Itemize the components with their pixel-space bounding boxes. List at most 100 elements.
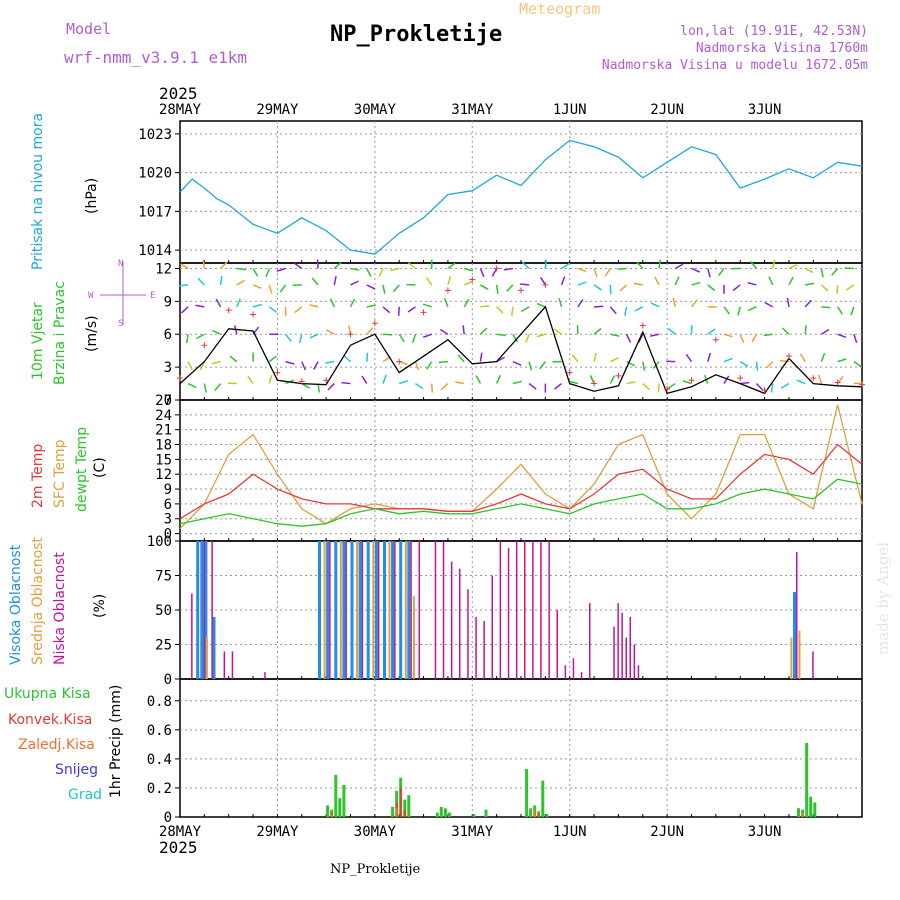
high-cloud-label: Visoka Oblacnost <box>8 544 24 665</box>
wind-barb <box>365 352 369 362</box>
low-cloud-bar <box>613 626 615 679</box>
wind-barb <box>560 276 566 286</box>
date-label-top: 3JUN <box>748 102 782 118</box>
wind-barb <box>593 327 602 335</box>
mid-cloud-bar <box>205 637 208 679</box>
wind-barb <box>723 375 730 384</box>
wind-gust-marker <box>225 307 232 314</box>
wind-barb <box>853 334 858 344</box>
wind-barb <box>818 374 823 384</box>
wind-barb <box>438 360 448 364</box>
wind-barb <box>512 380 522 385</box>
wind-barb <box>293 262 303 270</box>
low-cloud-bar <box>580 672 583 679</box>
wind-barb <box>837 333 847 339</box>
wind-barb <box>180 306 189 314</box>
pressure-line <box>179 139 863 255</box>
temp2m-line <box>179 443 863 520</box>
wind-barb <box>610 333 620 337</box>
wind-gust-marker <box>493 265 500 272</box>
wind-barb <box>325 360 335 364</box>
high-cloud-bar <box>196 541 200 679</box>
wind-barb <box>642 361 646 371</box>
date-label-bottom: 1JUN <box>553 824 587 840</box>
low-cloud-bar <box>418 541 420 679</box>
wind-gust-marker <box>664 386 671 393</box>
wind-barb <box>366 284 376 290</box>
wind-barb <box>593 284 602 291</box>
wind-barb <box>236 298 241 308</box>
ytick-label: 50 <box>155 603 172 619</box>
wind-barb <box>187 361 193 371</box>
precip-total-bar <box>484 809 488 817</box>
wind-barb <box>341 381 351 385</box>
wind-barb <box>539 361 546 370</box>
wind-barb <box>589 374 595 384</box>
wind-barb <box>382 306 391 314</box>
low-cloud-bar <box>459 568 461 679</box>
wind-barb <box>821 306 831 309</box>
legend-konvek-kisa: Konvek.Kisa <box>8 712 93 728</box>
wind-barb <box>770 383 774 393</box>
wind-barb <box>443 298 449 308</box>
wind-barb <box>252 284 262 289</box>
low-cloud-bar <box>629 616 631 679</box>
ytick-label: 100 <box>147 534 172 550</box>
wind-barb <box>836 284 839 294</box>
wind-barb <box>717 268 725 277</box>
wind-barb <box>479 327 488 335</box>
ytick-label: 0 <box>164 810 172 826</box>
wind-ylabel: (m/s) <box>84 315 100 352</box>
wind-barb <box>480 304 490 308</box>
high-cloud-bar <box>334 541 338 679</box>
wind-barb <box>327 383 335 391</box>
precip-total-bar <box>443 808 447 817</box>
wind-barb <box>366 268 372 277</box>
wind-barb <box>561 262 570 270</box>
low-cloud-bar <box>483 621 485 679</box>
date-label-top: 31MAY <box>451 102 494 118</box>
pressure-panel-title: Pritisak na nivou mora <box>30 112 46 270</box>
high-cloud-bar <box>793 592 796 679</box>
ytick-label: 15 <box>155 452 172 468</box>
wind-barb <box>571 354 579 363</box>
wind-gust-marker <box>785 353 792 360</box>
wind-gust-marker <box>347 331 354 338</box>
wind-barb <box>672 297 676 308</box>
precip-total-bar <box>472 814 476 817</box>
wind-barb <box>544 259 547 269</box>
wind-barb <box>853 361 862 368</box>
precip-conv-bar <box>403 809 406 817</box>
wind-barb <box>382 333 393 336</box>
wind-barb <box>203 383 207 393</box>
wind-barb <box>214 383 222 391</box>
wind-gust-marker <box>420 309 427 316</box>
page-subtitle: Meteogram <box>519 0 601 18</box>
wind-barb <box>577 281 587 286</box>
wind-gust-marker <box>371 320 378 327</box>
precip-frz-bar <box>395 808 398 817</box>
low-cloud-bar <box>796 552 798 679</box>
low-cloud-bar <box>572 658 575 679</box>
mid-cloud-bar <box>323 541 326 679</box>
wind-barb <box>740 381 750 385</box>
wind-barb <box>626 381 636 385</box>
precip-frz-bar <box>533 809 536 817</box>
high-cloud-bar <box>358 541 362 679</box>
compass-w: W <box>88 291 94 301</box>
wind-barb <box>349 298 356 308</box>
low-cloud-bar <box>633 644 636 679</box>
wind-barb <box>439 328 449 335</box>
wind-label-line2: Brzina i Pravac <box>52 281 68 385</box>
low-cloud-bar <box>191 593 193 679</box>
wind-barb <box>723 357 733 363</box>
ytick-label: 21 <box>155 423 172 439</box>
low-cloud-bar <box>329 541 331 679</box>
wind-gust-marker <box>250 311 257 318</box>
wind-barb <box>265 268 271 278</box>
precip-total-bar <box>439 806 443 817</box>
date-label-top: 28MAY <box>159 102 202 118</box>
wind-gust-marker <box>323 377 330 384</box>
low-cloud-bar <box>491 575 493 679</box>
wind-barb <box>329 298 335 308</box>
